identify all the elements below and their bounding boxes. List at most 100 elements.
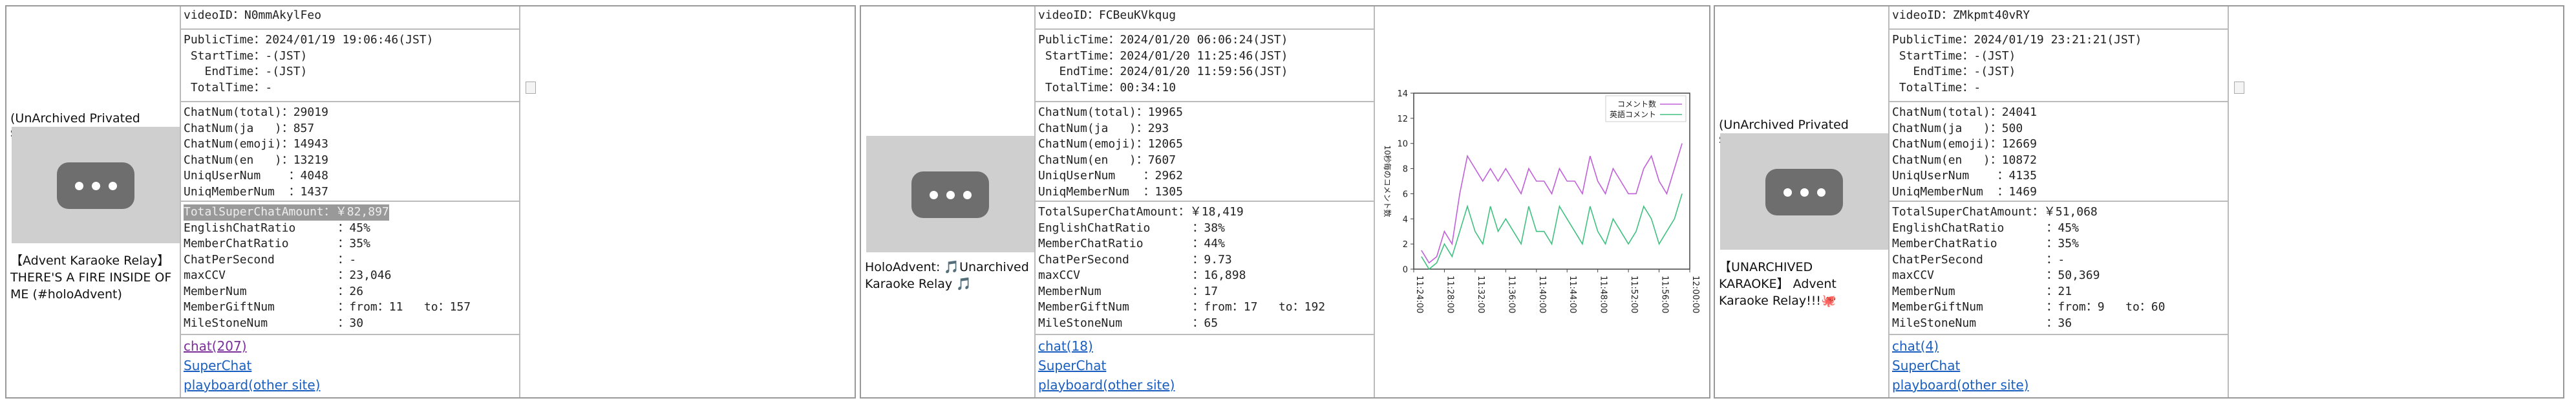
stats-text: MemberNum ：26: [184, 284, 364, 298]
stats-row: MemberChatRatio ：35%: [1892, 236, 2225, 252]
y-tick-label: 2: [1403, 240, 1408, 250]
stats-row: EnglishChatRatio ：45%: [184, 221, 516, 237]
thumbnail-dot: [1800, 188, 1809, 197]
y-tick-label: 8: [1403, 165, 1408, 175]
thumbnail-dot: [930, 191, 938, 199]
chat-section: ChatNum(total)：19965 ChatNum(ja )：293 Chat…: [1036, 102, 1374, 202]
chat-row: ChatNum(total)：24041: [1892, 105, 2225, 121]
legend-label: 英語コメント: [1610, 109, 1656, 119]
chat-text: UniqMemberNum ：1469: [1892, 184, 2037, 199]
x-tick-label: 12:00:00: [1690, 276, 1700, 313]
stats-row: TotalSuperChatAmount：￥18,419: [1038, 204, 1371, 221]
stats-row: MemberNum ：21: [1892, 284, 2225, 300]
link[interactable]: playboard(other site): [1038, 377, 1175, 393]
chat-text: ChatNum(en )：7607: [1038, 153, 1176, 167]
plot-area: [1413, 93, 1690, 270]
y-tick-label: 4: [1403, 215, 1408, 224]
stats-row: EnglishChatRatio ：38%: [1038, 221, 1371, 237]
chat-row: ChatNum(total)：19965: [1038, 105, 1371, 121]
video-id-section: videoID：N0mmAkylFeo: [181, 6, 519, 30]
chat-row: ChatNum(ja )：857: [184, 121, 516, 137]
info-text: TotalTime：-: [1892, 80, 1981, 94]
y-tick-label: 12: [1397, 115, 1408, 124]
stream-panel: HoloAdvent: 🎵Unarchived Karaoke Relay 🎵 v…: [860, 5, 1710, 399]
stats-column: videoID：N0mmAkylFeo PublicTime：2024/01/19…: [181, 6, 520, 397]
chat-row: UniqMemberNum ：1469: [1892, 184, 2225, 201]
info-text: EndTime：-(JST): [184, 65, 308, 78]
chat-row: ChatNum(ja )：293: [1038, 121, 1371, 137]
info-text: EndTime：-(JST): [1892, 65, 2016, 78]
y-tick-label: 6: [1403, 190, 1408, 199]
stats-row: maxCCV ：16,898: [1038, 268, 1371, 284]
y-axis-label: 10秒毎のコメント数: [1383, 145, 1392, 217]
thumbnail: [866, 136, 1034, 252]
link[interactable]: chat(4): [1892, 338, 1939, 354]
stats-row: MemberChatRatio ：44%: [1038, 236, 1371, 252]
link[interactable]: playboard(other site): [1892, 377, 2029, 393]
stats-text: MemberGiftNum ：from：17 to：192: [1038, 300, 1326, 314]
stats-text: EnglishChatRatio ：38%: [1038, 221, 1225, 235]
x-tick-label: 11:28:00: [1445, 276, 1454, 313]
stats-text: maxCCV ：50,369: [1892, 268, 2100, 282]
info-row: EndTime：2024/01/20 11:59:56(JST): [1038, 64, 1371, 80]
y-tick-label: 10: [1397, 140, 1408, 149]
chat-row: UniqMemberNum ：1437: [184, 184, 516, 201]
thumbnail-dot: [1817, 188, 1826, 197]
chat-row: ChatNum(ja )：500: [1892, 121, 2225, 137]
stats-row: ChatPerSecond ：9.73: [1038, 252, 1371, 268]
stats-column: videoID：FCBeuKVkqug PublicTime：2024/01/20…: [1036, 6, 1375, 397]
video-id-section: videoID：ZMkpmt40vRY: [1889, 6, 2228, 30]
info-row: TotalTime：00:34:10: [1038, 80, 1371, 96]
chat-row: ChatNum(emoji)：14943: [184, 137, 516, 153]
stats-row: maxCCV ：50,369: [1892, 268, 2225, 284]
chat-text: ChatNum(en )：10872: [1892, 153, 2037, 167]
link[interactable]: playboard(other site): [184, 377, 321, 393]
stats-row: MemberGiftNum ：from：11 to：157: [184, 300, 516, 316]
stats-row: MemberNum ：26: [184, 284, 516, 300]
chat-text: ChatNum(emoji)：12065: [1038, 137, 1183, 151]
info-row: TotalTime：-: [184, 80, 516, 96]
stats-row: MemberNum ：17: [1038, 284, 1371, 300]
x-tick-label: 11:56:00: [1660, 276, 1670, 313]
chat-section: ChatNum(total)：29019 ChatNum(ja )：857 Chat…: [181, 102, 519, 202]
chat-row: UniqUserNum ：4048: [184, 168, 516, 184]
chat-text: ChatNum(emoji)：12669: [1892, 137, 2037, 151]
stats-text: maxCCV ：16,898: [1038, 268, 1246, 282]
video-id: videoID：ZMkpmt40vRY: [1892, 8, 2030, 22]
info-row: PublicTime：2024/01/19 23:21:21(JST): [1892, 32, 2225, 49]
left-column: HoloAdvent: 🎵Unarchived Karaoke Relay 🎵: [861, 6, 1036, 397]
info-row: StartTime：2024/01/20 11:25:46(JST): [1038, 49, 1371, 65]
stats-text: MemberChatRatio ：35%: [184, 237, 370, 250]
stats-row: MileStoneNum ：36: [1892, 316, 2225, 332]
info-row: TotalTime：-: [1892, 80, 2225, 96]
stats-row: MileStoneNum ：65: [1038, 316, 1371, 332]
stream-panel: (UnArchived Privated stream)【Advent Kara…: [5, 5, 856, 399]
stats-text: MemberGiftNum ：from：11 to：157: [184, 300, 471, 314]
stats-text: ChatPerSecond ：-: [1892, 252, 2065, 267]
stream-title: HoloAdvent: 🎵Unarchived Karaoke Relay 🎵: [865, 260, 1029, 291]
left-column: (UnArchived Privated stream)【UNARCHIVED …: [1715, 6, 1889, 397]
link[interactable]: SuperChat: [184, 358, 252, 373]
x-tick-label: 11:32:00: [1476, 276, 1485, 313]
link[interactable]: chat(18): [1038, 338, 1093, 354]
info-row: StartTime：-(JST): [184, 49, 516, 65]
chat-row: ChatNum(en )：7607: [1038, 153, 1371, 169]
chart: 0 2 4 6 8 10 12 14 11:24:00 11:28:00 11:32:00 11:36…: [1383, 89, 1700, 313]
info-text: PublicTime：2024/01/19 23:21:21(JST): [1892, 33, 2142, 47]
broken-image: [526, 82, 536, 94]
link[interactable]: SuperChat: [1038, 358, 1107, 373]
stats-text: TotalSuperChatAmount：￥51,068: [1892, 205, 2098, 219]
link[interactable]: chat(207): [184, 338, 247, 354]
stats-row: MemberGiftNum ：from：17 to：192: [1038, 300, 1371, 316]
info-section: PublicTime：2024/01/20 06:06:24(JST) Star…: [1036, 30, 1374, 102]
info-row: PublicTime：2024/01/20 06:06:24(JST): [1038, 32, 1371, 49]
stats-text: MileStoneNum ：36: [1892, 316, 2072, 330]
link[interactable]: SuperChat: [1892, 358, 1961, 373]
stats-text: maxCCV ：23,046: [184, 268, 392, 282]
info-text: StartTime：-(JST): [1892, 49, 2016, 63]
x-tick-label: 11:24:00: [1414, 276, 1424, 313]
info-row: PublicTime：2024/01/19 19:06:46(JST): [184, 32, 516, 49]
info-section: PublicTime：2024/01/19 19:06:46(JST) Star…: [181, 30, 519, 102]
thumbnail-dot: [109, 182, 117, 190]
